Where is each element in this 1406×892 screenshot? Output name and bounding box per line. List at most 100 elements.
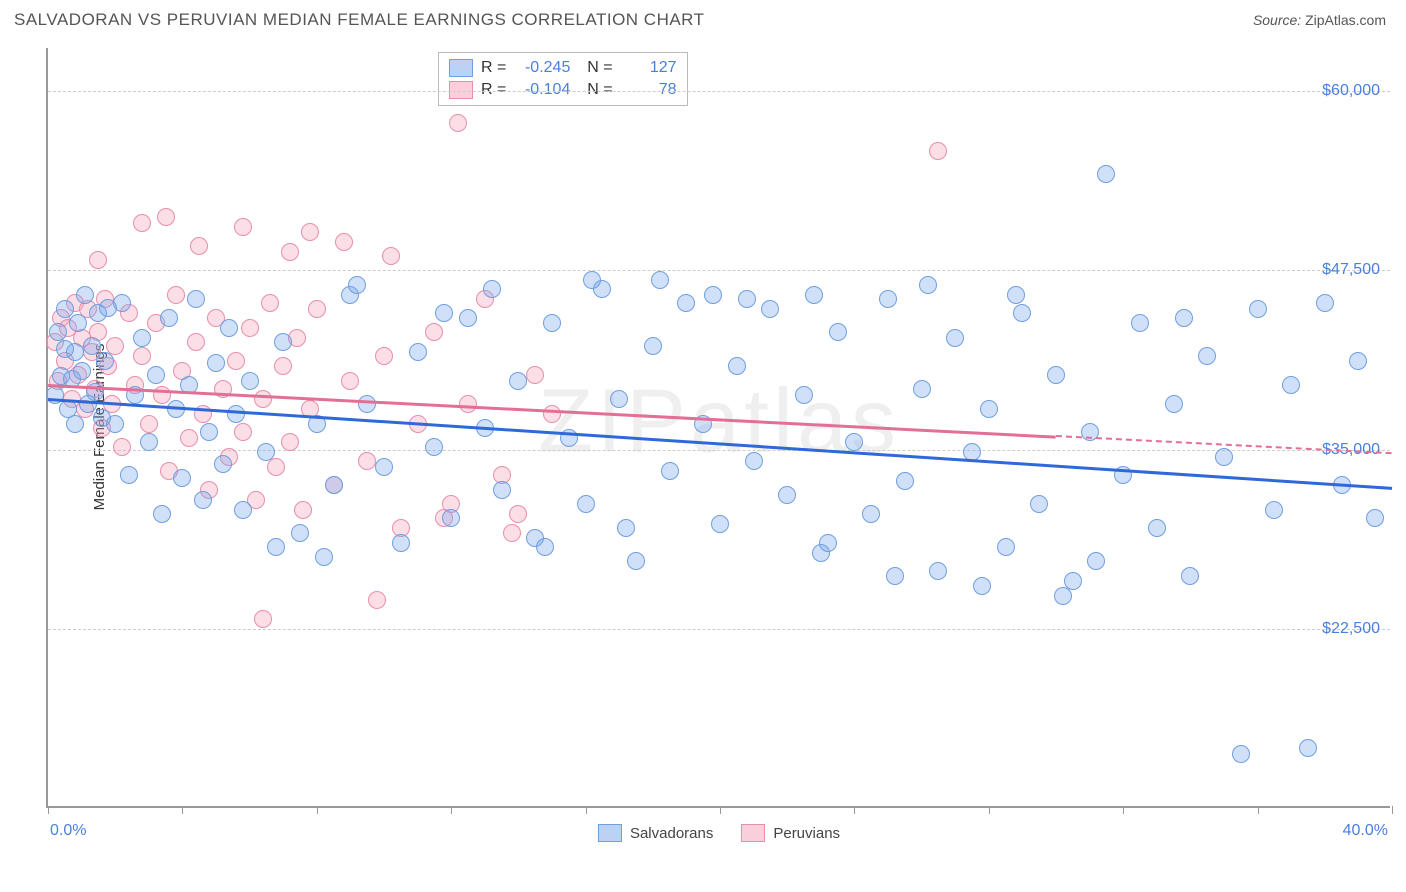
r-label: R = xyxy=(481,59,506,77)
scatter-point xyxy=(194,491,212,509)
scatter-point xyxy=(375,458,393,476)
scatter-point xyxy=(577,495,595,513)
scatter-point xyxy=(1087,552,1105,570)
scatter-point xyxy=(449,114,467,132)
x-tick xyxy=(720,806,721,814)
scatter-point xyxy=(973,577,991,595)
scatter-point xyxy=(187,290,205,308)
scatter-point xyxy=(1054,587,1072,605)
n-value-salvadorans: 127 xyxy=(621,59,677,77)
scatter-chart: Median Female Earnings ZIPatlas R = -0.2… xyxy=(46,48,1390,808)
scatter-point xyxy=(1030,495,1048,513)
scatter-point xyxy=(425,438,443,456)
scatter-point xyxy=(274,333,292,351)
scatter-point xyxy=(308,300,326,318)
scatter-point xyxy=(493,481,511,499)
grid-line xyxy=(48,450,1390,451)
scatter-point xyxy=(96,352,114,370)
scatter-point xyxy=(879,290,897,308)
y-tick-label: $47,500 xyxy=(1322,261,1380,279)
scatter-point xyxy=(220,319,238,337)
scatter-point xyxy=(1007,286,1025,304)
r-label: R = xyxy=(481,81,506,99)
scatter-point xyxy=(214,455,232,473)
scatter-point xyxy=(56,300,74,318)
scatter-point xyxy=(503,524,521,542)
r-value-peruvians: -0.104 xyxy=(514,81,570,99)
x-axis-max-label: 40.0% xyxy=(1343,822,1388,840)
scatter-point xyxy=(929,142,947,160)
scatter-point xyxy=(526,366,544,384)
scatter-point xyxy=(819,534,837,552)
scatter-point xyxy=(113,438,131,456)
scatter-point xyxy=(651,271,669,289)
scatter-point xyxy=(241,372,259,390)
stats-row-salvadorans: R = -0.245 N = 127 xyxy=(449,57,677,79)
scatter-point xyxy=(153,505,171,523)
scatter-point xyxy=(509,505,527,523)
scatter-point xyxy=(745,452,763,470)
scatter-point xyxy=(358,452,376,470)
scatter-point xyxy=(409,343,427,361)
scatter-point xyxy=(761,300,779,318)
grid-line xyxy=(48,629,1390,630)
scatter-point xyxy=(157,208,175,226)
scatter-point xyxy=(325,476,343,494)
scatter-point xyxy=(160,309,178,327)
scatter-point xyxy=(180,429,198,447)
scatter-point xyxy=(919,276,937,294)
x-tick xyxy=(1258,806,1259,814)
x-tick xyxy=(1123,806,1124,814)
stats-row-peruvians: R = -0.104 N = 78 xyxy=(449,79,677,101)
scatter-point xyxy=(133,329,151,347)
scatter-point xyxy=(543,314,561,332)
scatter-point xyxy=(392,534,410,552)
scatter-point xyxy=(1215,448,1233,466)
scatter-point xyxy=(73,362,91,380)
scatter-point xyxy=(173,469,191,487)
scatter-point xyxy=(140,415,158,433)
scatter-point xyxy=(459,309,477,327)
scatter-point xyxy=(805,286,823,304)
scatter-point xyxy=(89,251,107,269)
scatter-point xyxy=(1165,395,1183,413)
scatter-point xyxy=(133,347,151,365)
scatter-point xyxy=(1282,376,1300,394)
scatter-point xyxy=(348,276,366,294)
scatter-point xyxy=(190,237,208,255)
scatter-point xyxy=(980,400,998,418)
scatter-point xyxy=(997,538,1015,556)
scatter-point xyxy=(1316,294,1334,312)
scatter-point xyxy=(1175,309,1193,327)
correlation-stats-box: R = -0.245 N = 127 R = -0.104 N = 78 xyxy=(438,52,688,106)
scatter-point xyxy=(207,354,225,372)
scatter-point xyxy=(167,286,185,304)
r-value-salvadorans: -0.245 xyxy=(514,59,570,77)
x-tick xyxy=(1392,806,1393,814)
scatter-point xyxy=(291,524,309,542)
scatter-point xyxy=(583,271,601,289)
scatter-point xyxy=(140,433,158,451)
scatter-point xyxy=(254,390,272,408)
scatter-point xyxy=(617,519,635,537)
scatter-point xyxy=(1181,567,1199,585)
scatter-point xyxy=(644,337,662,355)
x-tick xyxy=(586,806,587,814)
scatter-point xyxy=(435,304,453,322)
scatter-point xyxy=(368,591,386,609)
scatter-point xyxy=(1131,314,1149,332)
scatter-point xyxy=(69,314,87,332)
scatter-point xyxy=(66,415,84,433)
scatter-point xyxy=(301,223,319,241)
legend-label-peruvians: Peruvians xyxy=(773,825,840,842)
scatter-point xyxy=(83,337,101,355)
scatter-point xyxy=(113,294,131,312)
legend-item-peruvians: Peruvians xyxy=(741,824,840,842)
scatter-point xyxy=(711,515,729,533)
scatter-point xyxy=(795,386,813,404)
series-legend: Salvadorans Peruvians xyxy=(598,824,840,842)
source-name: ZipAtlas.com xyxy=(1305,12,1386,28)
scatter-point xyxy=(627,552,645,570)
scatter-point xyxy=(281,243,299,261)
scatter-point xyxy=(1249,300,1267,318)
